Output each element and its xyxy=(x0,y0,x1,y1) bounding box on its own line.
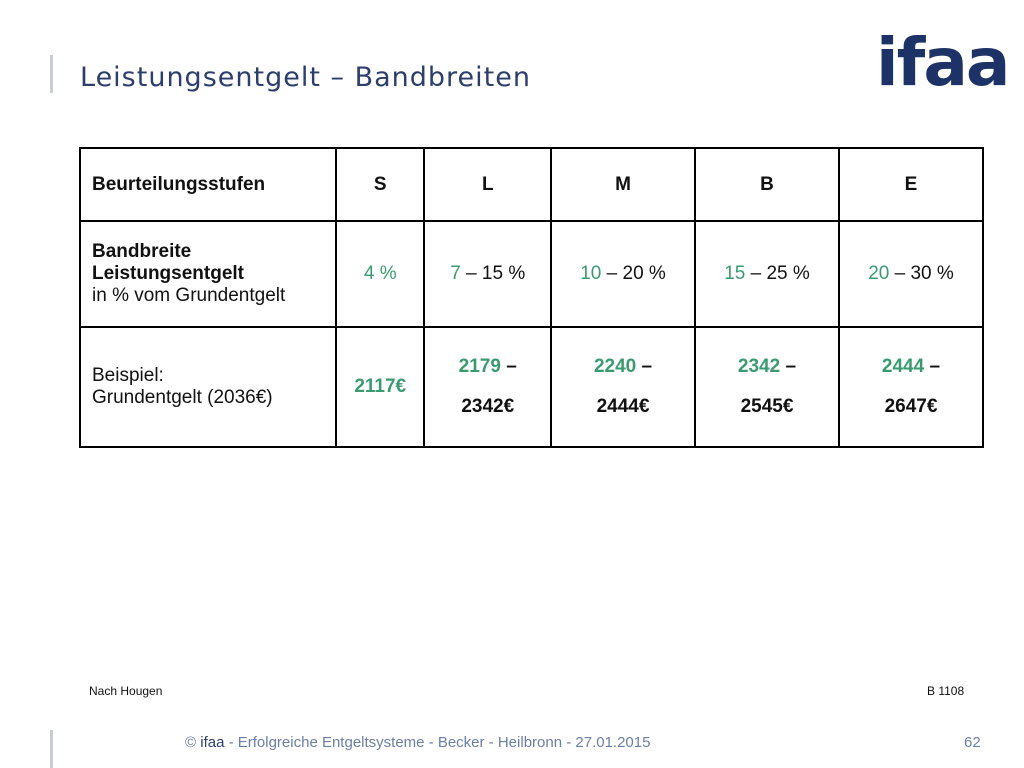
bandwidth-rest: – 25 % xyxy=(745,263,810,284)
bandwidth-from: 15 xyxy=(724,263,746,284)
example-cell-e: 2444 – 2647€ xyxy=(837,326,985,448)
bandwidth-cell-m: 10 – 20 % xyxy=(550,220,697,328)
footer-brand: ifaa xyxy=(200,734,225,751)
slide-code: B 1108 xyxy=(927,684,965,698)
bandwidth-cell-l: 7 – 15 % xyxy=(423,220,553,328)
footer-text: © ifaa - Erfolgreiche Entgeltsysteme - B… xyxy=(185,734,650,751)
example-label-line1: Beispiel: xyxy=(92,365,164,386)
example-dash: – xyxy=(500,356,517,377)
example-dash: – xyxy=(780,356,797,377)
example-first: 2117€ xyxy=(354,376,407,397)
ifaa-logo: ifaa xyxy=(876,24,1010,101)
bandwidth-label-line2: Leistungsentgelt xyxy=(92,263,245,284)
bandwidth-cell-b: 15 – 25 % xyxy=(694,220,840,328)
bandwidth-rest: – 15 % xyxy=(460,263,526,284)
example-first: 2179 xyxy=(458,356,501,377)
level-b: B xyxy=(694,147,840,222)
table-row-bandwidth: Bandbreite Leistungsentgelt in % vom Gru… xyxy=(79,220,985,328)
example-second: 2647€ xyxy=(884,396,938,417)
bandwidth-rest: – 30 % xyxy=(889,263,954,284)
example-first: 2342 xyxy=(737,356,781,377)
bandwidth-cell-e: 20 – 30 % xyxy=(837,220,985,328)
level-e: E xyxy=(837,147,985,222)
bandwidth-label: Bandbreite Leistungsentgelt in % vom Gru… xyxy=(79,220,337,328)
level-l: L xyxy=(423,147,553,222)
page-number: 62 xyxy=(964,734,981,751)
bandwidth-rest: – 20 % xyxy=(601,263,666,284)
bandwidth-from: 4 % xyxy=(363,263,397,284)
example-label: Beispiel: Grundentgelt (2036€) xyxy=(79,326,337,448)
copyright-symbol: © xyxy=(185,734,197,751)
example-cell-m: 2240 – 2444€ xyxy=(550,326,697,448)
example-first: 2240 xyxy=(593,356,637,377)
accent-bar-top xyxy=(50,55,53,93)
example-second: 2342€ xyxy=(461,396,515,417)
example-first: 2444 xyxy=(881,356,925,377)
example-cell-l: 2179 – 2342€ xyxy=(423,326,553,448)
bandwidth-from: 10 xyxy=(580,263,602,284)
bandwidth-from: 20 xyxy=(868,263,890,284)
bandwidth-from: 7 xyxy=(450,263,461,284)
example-label-line2: Grundentgelt (2036€) xyxy=(92,387,273,408)
table-row-example: Beispiel: Grundentgelt (2036€) 2117€ 217… xyxy=(79,326,985,448)
example-cell-b: 2342 – 2545€ xyxy=(694,326,840,448)
level-s: S xyxy=(334,147,426,222)
accent-bar-bottom xyxy=(50,730,53,768)
example-second: 2545€ xyxy=(740,396,794,417)
example-second: 2444€ xyxy=(596,396,650,417)
bandwidth-label-line3: in % vom Grundentgelt xyxy=(92,285,286,306)
source-note: Nach Hougen xyxy=(89,684,163,698)
bandwidth-table: Beurteilungsstufen S L M B E Bandbreite … xyxy=(79,147,985,448)
bandwidth-label-line1: Bandbreite xyxy=(92,241,192,262)
footer-details: - Erfolgreiche Entgeltsysteme - Becker -… xyxy=(224,734,651,751)
header-label: Beurteilungsstufen xyxy=(79,147,337,222)
example-dash: – xyxy=(924,356,941,377)
slide-title: Leistungsentgelt – Bandbreiten xyxy=(80,62,531,93)
example-cell-s: 2117€ xyxy=(334,326,426,448)
table-header-row: Beurteilungsstufen S L M B E xyxy=(79,147,985,222)
example-dash: – xyxy=(636,356,653,377)
bandwidth-cell-s: 4 % xyxy=(334,220,426,328)
level-m: M xyxy=(550,147,697,222)
